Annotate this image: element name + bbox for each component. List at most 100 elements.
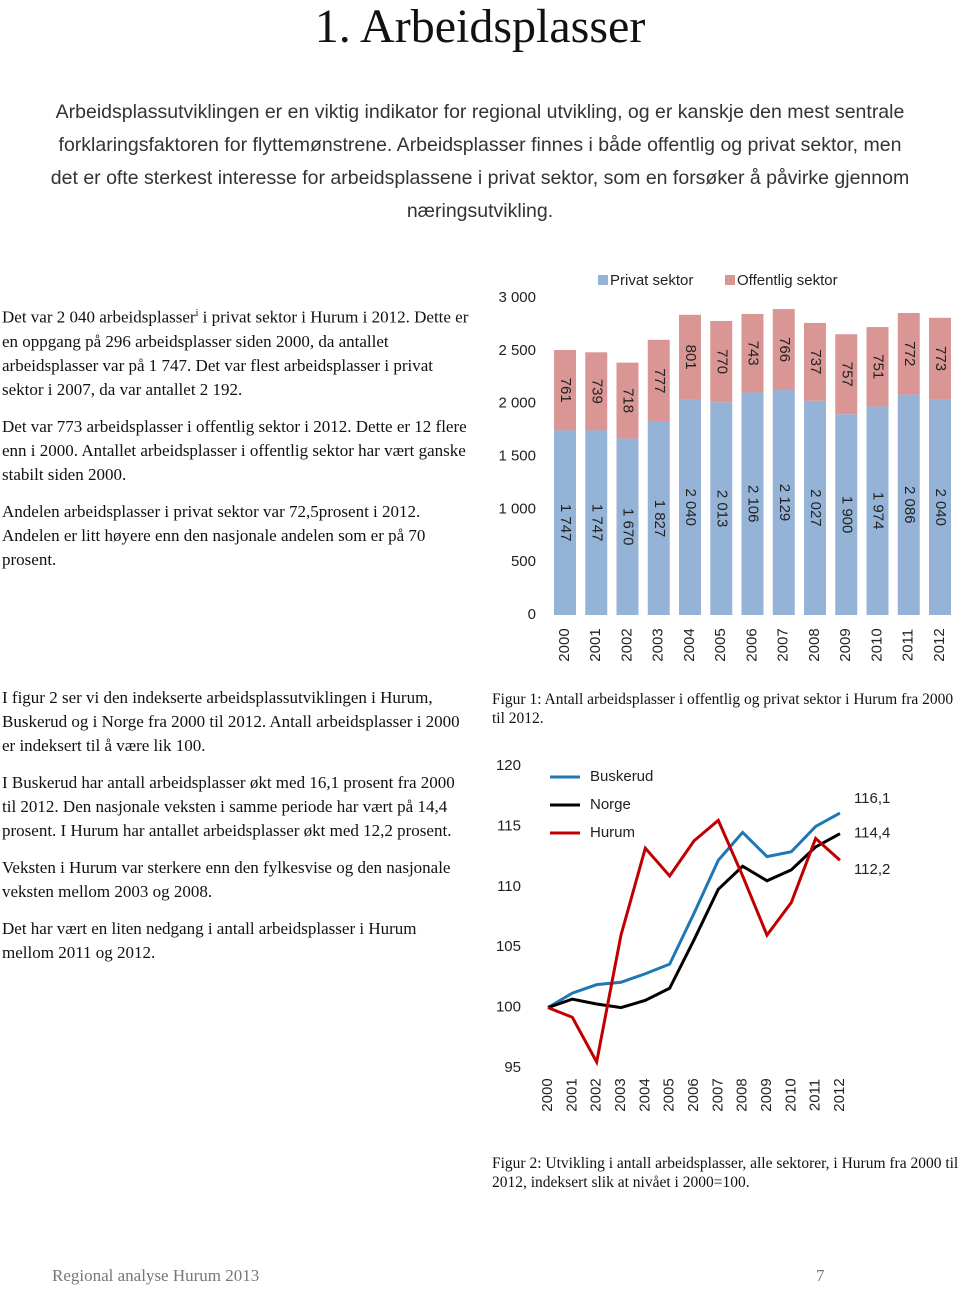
x-tick-label: 2005 [661, 1078, 678, 1111]
bar-segment [679, 314, 701, 400]
x-tick-label: 2000 [556, 628, 573, 661]
y-tick-label: 2 500 [498, 342, 536, 359]
x-tick-label: 2008 [734, 1078, 751, 1111]
legend-label: Buskerud [590, 768, 653, 785]
y-tick-label: 500 [511, 553, 536, 570]
paragraph: Det har vært en liten nedgang i antall a… [2, 919, 417, 962]
x-tick-label: 2010 [782, 1078, 799, 1111]
x-tick-label: 2012 [831, 1078, 848, 1111]
value-label: 2 040 [682, 488, 699, 526]
value-label: 1 827 [651, 500, 668, 538]
x-tick-label: 2003 [612, 1078, 629, 1111]
x-tick-label: 2004 [681, 628, 698, 661]
x-tick-label: 2008 [806, 628, 823, 661]
x-tick-label: 2003 [650, 628, 667, 661]
value-label: 743 [745, 341, 762, 366]
value-label: 1 974 [870, 492, 887, 530]
bar-segment [835, 334, 858, 415]
value-label: 757 [838, 362, 855, 387]
paragraph: Det var 2 040 arbeidsplasseri i privat s… [2, 302, 470, 402]
value-label: 1 747 [588, 504, 605, 542]
y-tick-label: 2 000 [498, 395, 536, 412]
x-tick-label: 2011 [807, 1079, 824, 1111]
x-tick-label: 2012 [931, 628, 948, 661]
x-tick-label: 2002 [618, 628, 635, 661]
bar-segment [585, 352, 608, 431]
text-top: Det var 2 040 arbeidsplasseri i privat s… [2, 302, 470, 585]
bar-segment [647, 339, 670, 422]
value-label: 751 [870, 354, 887, 379]
bar-segment [679, 399, 701, 615]
page-number: 7 [816, 1266, 825, 1285]
bar-segment [741, 392, 764, 615]
bar-segment [835, 414, 858, 615]
x-tick-label: 2002 [588, 1078, 605, 1111]
bar-segment [585, 430, 608, 615]
figure-caption: Figur 1: Antall arbeidsplasser i offentl… [492, 691, 954, 727]
x-tick-label: 2001 [587, 628, 604, 661]
value-label: 770 [713, 349, 730, 374]
value-label: 773 [932, 346, 949, 371]
bar-segment [616, 438, 639, 615]
y-tick-label: 3 000 [498, 289, 536, 306]
intro: Arbeidsplassutviklingen er en viktig ind… [50, 101, 910, 222]
value-label: 2 086 [901, 486, 918, 524]
paragraph: I figur 2 ser vi den indekserte arbeidsp… [2, 688, 460, 755]
x-tick-label: 2007 [709, 1078, 726, 1111]
value-label: 2 106 [745, 485, 762, 523]
x-tick-label: 2007 [775, 628, 792, 661]
chart-bar: 0 500 1 000 1 500 2 000 2 500 3 000 1 747 761 200… [498, 272, 951, 662]
y-tick-label: 110 [497, 878, 521, 895]
text: Det var 2 040 arbeidsplasser [2, 307, 196, 327]
value-label: 2 129 [776, 484, 793, 522]
bar-segment [554, 430, 576, 615]
value-label: 114,4 [854, 825, 890, 842]
x-tick-label: 2010 [868, 628, 885, 661]
bar-segment [647, 421, 670, 615]
x-tick-label: 2005 [712, 628, 729, 661]
bar-segment [866, 406, 889, 615]
footnote-mark: i [195, 308, 199, 319]
value-label: 766 [776, 337, 793, 362]
paragraph: Veksten i Hurum var sterkere enn den fyl… [2, 858, 451, 901]
series-line [547, 832, 841, 1010]
bar-segment [929, 399, 951, 615]
y-tick-label: 100 [496, 999, 521, 1016]
value-label: 2 040 [932, 488, 949, 526]
x-tick-label: 2004 [636, 1078, 653, 1111]
value-label: 801 [682, 345, 699, 370]
bar-segment [929, 317, 951, 400]
y-tick-label: 115 [497, 817, 521, 834]
value-label: 1 747 [557, 504, 574, 542]
x-tick-label: 2001 [563, 1078, 580, 1111]
series-line [547, 811, 841, 1009]
y-tick-label: 95 [504, 1059, 521, 1076]
bar-segment [866, 327, 889, 407]
legend-label: Offentlig sektor [737, 272, 838, 289]
bar-segment [710, 402, 733, 615]
x-tick-label: 2006 [743, 628, 760, 661]
bar-segment [804, 322, 826, 401]
legend-label: Privat sektor [610, 272, 693, 289]
y-tick-label: 0 [528, 606, 536, 623]
value-label: 1 670 [620, 508, 637, 546]
x-tick-label: 2000 [539, 1078, 556, 1111]
x-tick-label: 2009 [837, 628, 854, 661]
y-tick-label: 1 500 [498, 447, 536, 464]
bar-segment [897, 394, 920, 615]
value-label: 718 [620, 388, 637, 413]
y-tick-label: 1 000 [498, 500, 536, 517]
chart-line: 95 100 105 110 115 120 2000 2001 2002 2003 2004 200… [496, 757, 890, 1112]
x-tick-label: 2006 [685, 1078, 702, 1111]
paragraph: Det var 773 arbeidsplasser i offentlig s… [2, 416, 467, 484]
bar-segment [897, 313, 920, 395]
legend-swatch [725, 275, 735, 285]
value-label: 772 [901, 341, 918, 366]
bar-segment [804, 400, 826, 615]
value-label: 737 [807, 349, 824, 374]
footer-text: Regional analyse Hurum 2013 [52, 1266, 260, 1285]
legend-swatch [598, 275, 608, 285]
value-label: 116,1 [854, 790, 890, 807]
legend-label: Hurum [590, 824, 635, 841]
